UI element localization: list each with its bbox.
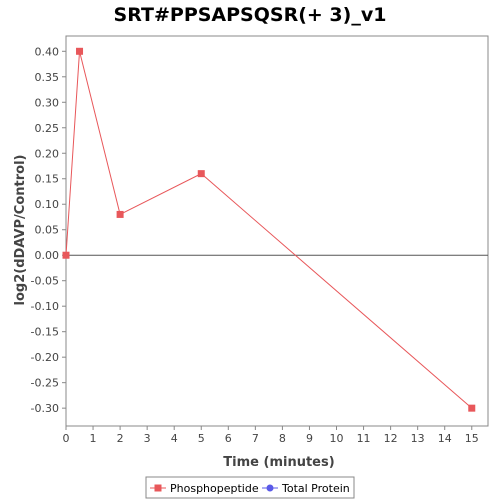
x-tick-label: 9 xyxy=(306,432,313,445)
x-tick-label: 15 xyxy=(465,432,479,445)
x-tick-label: 11 xyxy=(357,432,371,445)
x-tick-label: 6 xyxy=(225,432,232,445)
y-tick-label: 0.30 xyxy=(35,96,60,109)
x-tick-label: 12 xyxy=(384,432,398,445)
legend-label: Phosphopeptide xyxy=(170,482,259,495)
y-tick-label: 0.20 xyxy=(35,147,60,160)
x-tick-label: 5 xyxy=(198,432,205,445)
data-point xyxy=(62,251,70,259)
y-tick-label: 0.40 xyxy=(35,45,60,58)
y-tick-label: -0.25 xyxy=(31,377,59,390)
y-tick-label: -0.10 xyxy=(31,300,59,313)
y-tick-label: -0.05 xyxy=(31,275,59,288)
legend-label: Total Protein xyxy=(281,482,350,495)
x-tick-label: 0 xyxy=(63,432,70,445)
x-tick-label: 10 xyxy=(330,432,344,445)
x-tick-label: 14 xyxy=(438,432,452,445)
legend-circle-marker xyxy=(266,484,274,492)
x-tick-label: 8 xyxy=(279,432,286,445)
y-tick-label: -0.15 xyxy=(31,326,59,339)
y-tick-label: 0.00 xyxy=(35,249,60,262)
series-layer xyxy=(62,47,476,412)
chart-title: SRT#PPSAPSQSR(+ 3)_v1 xyxy=(114,4,387,26)
x-axis-label: Time (minutes) xyxy=(223,455,334,470)
legend-item: Phosphopeptide xyxy=(150,482,259,495)
data-point xyxy=(468,404,476,412)
x-axis: 0 1 2 3 4 5 6 7 8 9 10 11 12 13 14 15 xyxy=(63,426,479,445)
y-axis-label: log2(dDAVP/Control) xyxy=(13,155,28,306)
data-point xyxy=(197,170,205,178)
y-tick-label: 0.35 xyxy=(35,71,60,84)
plot-area: 0 1 2 3 4 5 6 7 8 9 10 11 12 13 14 15 0.400.350.300.250… xyxy=(31,35,489,445)
y-tick-label: -0.20 xyxy=(31,351,59,364)
legend-item: Total Protein xyxy=(262,482,350,495)
y-tick-label: 0.15 xyxy=(35,173,60,186)
legend: Phosphopeptide Total Protein xyxy=(145,476,355,499)
x-tick-label: 1 xyxy=(90,432,97,445)
y-tick-label: 0.10 xyxy=(35,198,60,211)
x-tick-label: 4 xyxy=(171,432,178,445)
legend-square-marker xyxy=(154,484,162,492)
x-tick-label: 7 xyxy=(252,432,259,445)
x-tick-label: 13 xyxy=(411,432,425,445)
x-tick-label: 3 xyxy=(144,432,151,445)
y-tick-label: -0.30 xyxy=(31,402,59,415)
y-tick-label: 0.25 xyxy=(35,122,60,135)
y-tick-label: 0.05 xyxy=(35,224,60,237)
data-point xyxy=(76,47,84,55)
legend-frame xyxy=(145,476,355,499)
x-tick-label: 2 xyxy=(117,432,124,445)
y-axis: 0.40 0.35 0.30 0.25 0.20 0.15 0.10 0.05 0.00 -0.0… xyxy=(31,45,66,415)
data-point xyxy=(116,210,124,218)
